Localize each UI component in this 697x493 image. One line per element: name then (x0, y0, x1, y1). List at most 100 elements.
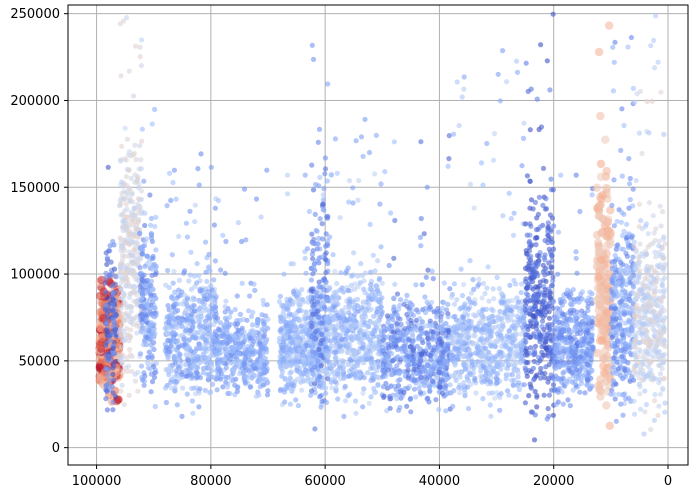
scatter-point (152, 223, 158, 230)
scatter-point (227, 390, 233, 397)
scatter-point (144, 303, 150, 309)
scatter-point (103, 327, 109, 333)
scatter-point (359, 315, 366, 321)
scatter-point (171, 167, 177, 173)
scatter-point (356, 349, 362, 355)
scatter-point (423, 274, 429, 280)
scatter-point (282, 318, 288, 324)
scatter-point (110, 399, 116, 405)
scatter-point (127, 291, 133, 297)
scatter-point (290, 340, 296, 346)
scatter-point (104, 407, 110, 413)
scatter-point (227, 314, 233, 320)
scatter-point (196, 390, 202, 396)
scatter-point (368, 282, 374, 288)
scatter-point (545, 224, 551, 230)
scatter-point (441, 349, 447, 355)
scatter-point (461, 74, 467, 80)
scatter-point (454, 79, 460, 85)
scatter-point (164, 366, 170, 373)
scatter-point (522, 400, 529, 406)
scatter-point (282, 399, 288, 405)
scatter-point (110, 407, 116, 413)
scatter-point (191, 319, 197, 326)
scatter-point (460, 315, 466, 321)
scatter-point (450, 352, 456, 358)
scatter-point (183, 361, 189, 367)
scatter-point (127, 249, 133, 255)
scatter-point (504, 333, 510, 339)
scatter-point (110, 345, 116, 351)
scatter-point (462, 390, 468, 396)
scatter-point (300, 299, 307, 305)
scatter-point (220, 384, 226, 390)
scatter-point (466, 325, 472, 331)
scatter-point (431, 309, 437, 315)
scatter-point (111, 351, 117, 357)
scatter-point (284, 191, 291, 197)
scatter-point (375, 358, 381, 364)
scatter-point (119, 382, 125, 388)
scatter-point (132, 378, 138, 384)
scatter-point (138, 363, 145, 369)
scatter-point (443, 408, 449, 414)
scatter-point (147, 192, 153, 198)
scatter-point (532, 199, 539, 205)
scatter-point (531, 377, 537, 383)
scatter-point (542, 312, 548, 318)
scatter-point (479, 295, 485, 301)
scatter-point (247, 335, 253, 341)
scatter-point (189, 297, 195, 303)
scatter-point (150, 286, 156, 292)
scatter-point (362, 289, 368, 295)
scatter-point (351, 318, 357, 324)
scatter-point (223, 360, 230, 367)
scatter-point (148, 321, 154, 327)
scatter-point (474, 351, 480, 357)
scatter-point (309, 367, 315, 373)
scatter-point (276, 299, 282, 305)
scatter-point (452, 360, 459, 366)
scatter-point (291, 383, 297, 389)
scatter-point (139, 325, 146, 331)
scatter-point (312, 426, 318, 432)
scatter-point (524, 173, 531, 179)
scatter-point (168, 198, 174, 204)
scatter-point (118, 157, 124, 163)
scatter-point (472, 328, 479, 334)
scatter-point (182, 341, 188, 347)
scatter-point (406, 383, 413, 389)
scatter-point (212, 258, 218, 264)
scatter-point (480, 326, 486, 333)
scatter-point (206, 251, 212, 257)
scatter-point (485, 264, 491, 270)
scatter-point (410, 347, 417, 353)
scatter-point (540, 262, 546, 268)
scatter-point (171, 374, 177, 380)
scatter-point (125, 368, 131, 374)
scatter-point (540, 269, 547, 275)
scatter-point (102, 302, 109, 308)
scatter-point (542, 252, 548, 258)
scatter-point (309, 42, 315, 48)
scatter-point (323, 352, 329, 358)
scatter-point (467, 352, 473, 358)
scatter-point (318, 293, 324, 299)
scatter-point (392, 217, 398, 224)
scatter-point (204, 278, 210, 284)
scatter-point (310, 56, 317, 63)
scatter-point (289, 358, 296, 364)
scatter-point (408, 395, 414, 401)
scatter-point (535, 291, 541, 297)
scatter-point (217, 320, 224, 326)
scatter-point (371, 385, 377, 392)
scatter-point (299, 387, 305, 393)
scatter-point (111, 377, 117, 383)
scatter-point (388, 323, 394, 329)
scatter-point (514, 360, 520, 366)
scatter-point (193, 369, 200, 375)
scatter-point (509, 371, 515, 378)
scatter-point (117, 235, 123, 241)
scatter-point (308, 388, 315, 394)
scatter-point (523, 276, 529, 282)
